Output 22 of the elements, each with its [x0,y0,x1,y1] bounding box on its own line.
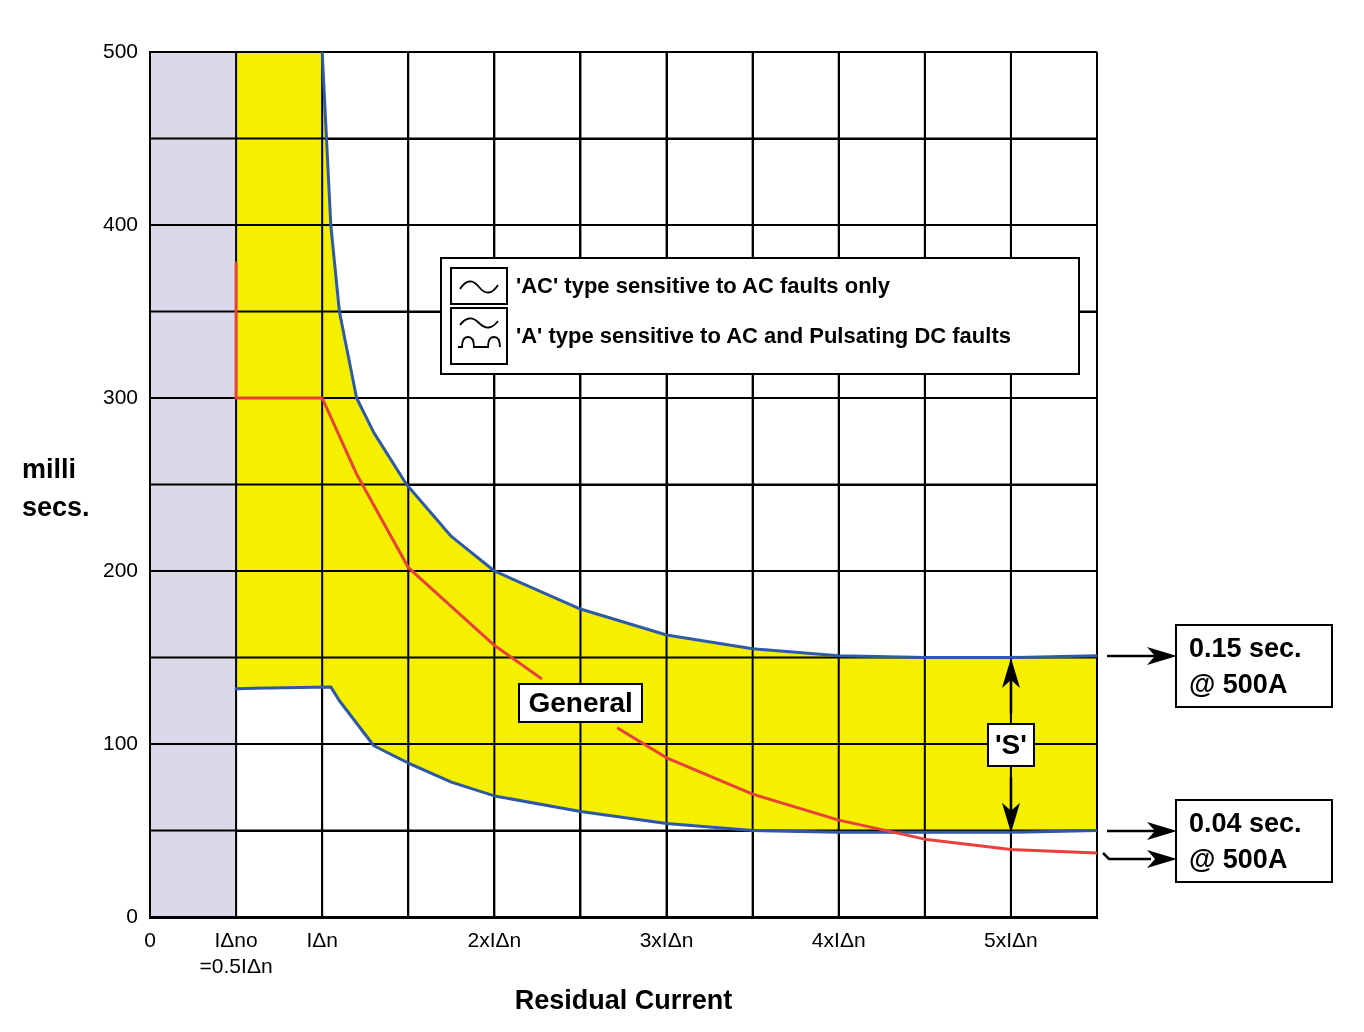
annotation: 'A' type sensitive to AC and Pulsating DC faults [516,323,1011,349]
x-tick-label: 0 [144,928,156,952]
x-tick-label: 3xIΔn [639,928,694,952]
y-tick-label: 300 [102,384,138,408]
annotation: 'AC' type sensitive to AC faults only [516,273,890,299]
text: 0.04 sec. @ 500A [1175,798,1333,883]
x-tick-label: IΔn [306,928,338,952]
y-tick-label: 100 [102,730,138,754]
y-tick-label: 500 [102,38,138,62]
x-tick-label: 4xIΔn [811,928,866,952]
x-tick-label: 2xIΔn [467,928,522,952]
x-axis-title: Residual Current [513,985,734,1016]
y-tick-label: 200 [102,557,138,581]
series-label: General [518,683,643,724]
text: 0.15 sec. @ 500A [1175,623,1333,708]
annotation: 'S' [986,722,1035,767]
y-tick-label: 400 [102,211,138,235]
x-tick-label: IΔno =0.5IΔn [199,928,273,977]
key-box: 'AC' type sensitive to AC faults only 'A' type sensitive to AC and Pulsating DC faults [440,257,1080,375]
x-tick-label: 5xIΔn [984,928,1038,952]
y-tick-label: 0 [126,903,138,927]
y-axis-title: milli secs. [22,453,91,524]
